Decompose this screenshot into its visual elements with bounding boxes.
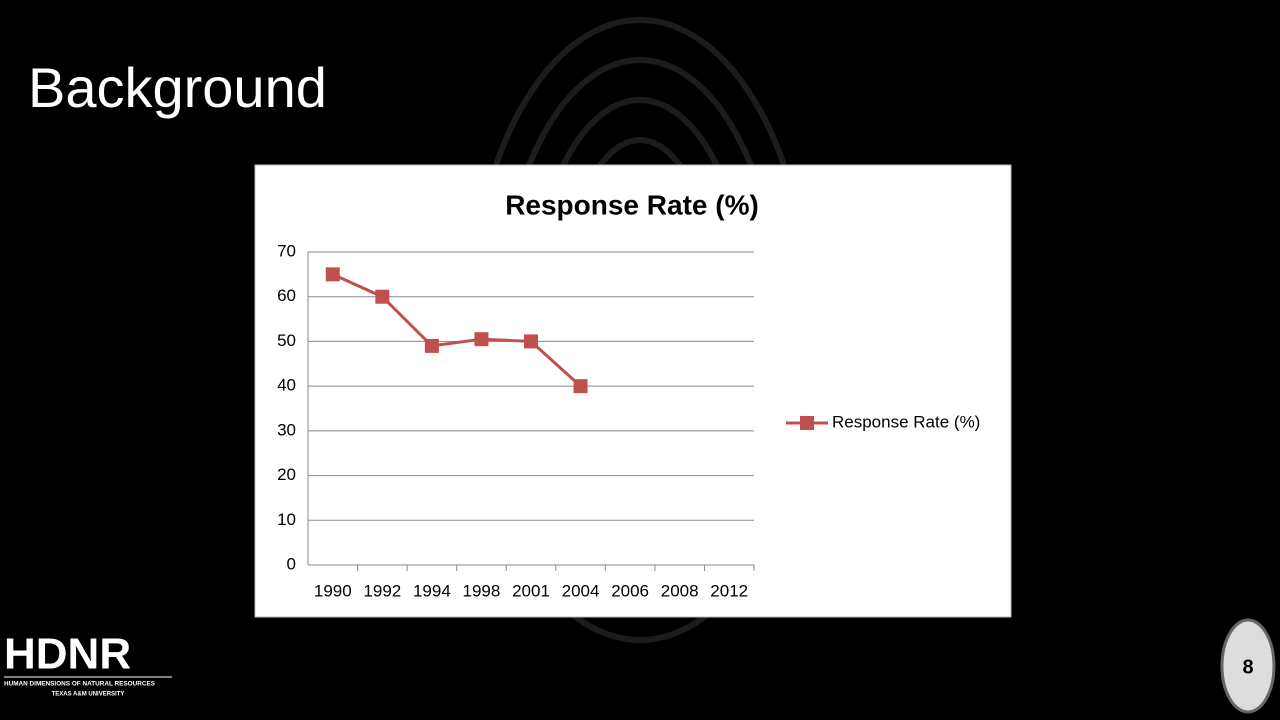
page-number-badge	[1220, 618, 1276, 714]
page-number: 8	[1242, 656, 1253, 678]
legend-label: Response Rate (%)	[832, 412, 980, 431]
y-tick-label: 70	[277, 241, 296, 260]
series-line	[332, 272, 582, 388]
x-tick-label: 1990	[314, 581, 352, 600]
chart-title: Response Rate (%)	[505, 189, 759, 220]
x-tick-label: 2001	[512, 581, 550, 600]
data-point	[524, 334, 538, 349]
data-point	[375, 289, 390, 304]
y-tick-label: 60	[277, 286, 296, 305]
x-tick-label: 2008	[661, 581, 699, 600]
y-tick-label: 40	[277, 376, 296, 395]
data-point	[474, 332, 489, 347]
x-tick-label: 2004	[562, 581, 600, 600]
x-tick-label: 1998	[463, 581, 501, 600]
logo-line1: HUMAN DIMENSIONS OF NATURAL RESOURCES	[4, 681, 156, 688]
y-tick-label: 20	[277, 465, 296, 484]
logo-name: HDNR	[4, 630, 131, 679]
logo-line2: TEXAS A&M UNIVERSITY	[52, 692, 125, 698]
x-tick-label: 1992	[363, 581, 401, 600]
x-tick-label: 2012	[710, 581, 748, 600]
data-point	[573, 379, 588, 394]
chart-area	[254, 164, 1012, 618]
legend-marker	[800, 416, 814, 430]
x-tick-label: 1994	[413, 581, 451, 600]
data-point	[424, 338, 439, 353]
slide-title: Background	[28, 56, 327, 119]
y-tick-label: 50	[277, 331, 296, 350]
x-tick-label: 2006	[611, 581, 649, 600]
data-point	[325, 267, 340, 282]
y-tick-label: 0	[287, 554, 296, 573]
y-tick-label: 30	[277, 420, 296, 439]
y-tick-label: 10	[277, 510, 296, 529]
